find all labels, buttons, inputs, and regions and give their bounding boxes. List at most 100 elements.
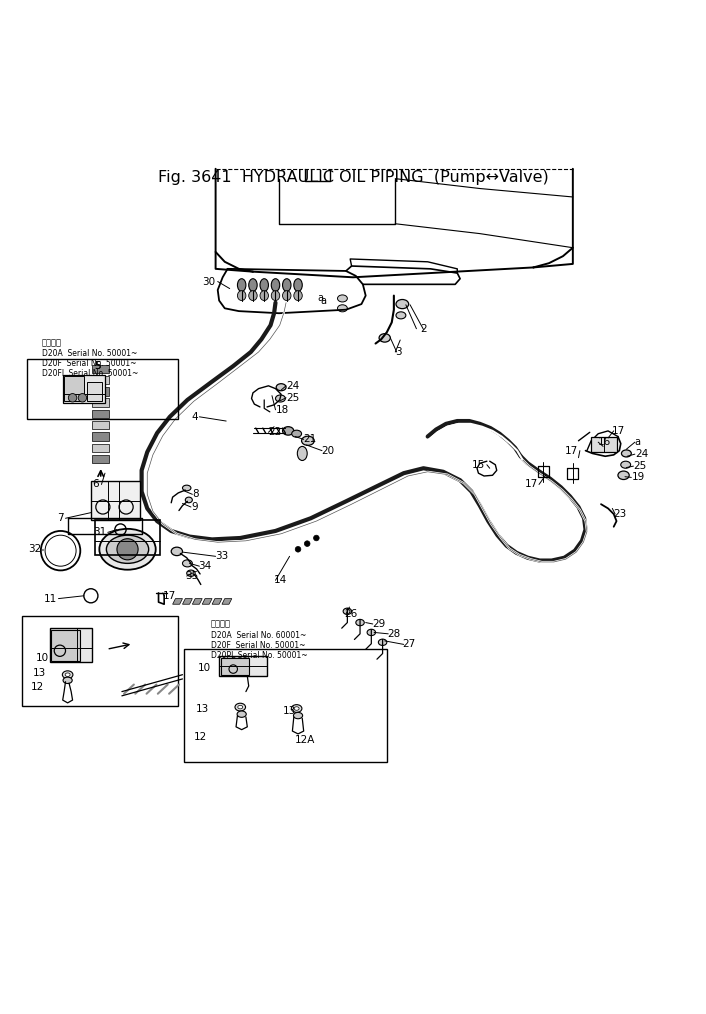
Text: 2: 2 (420, 324, 426, 335)
Bar (87, 381, 102, 402)
Circle shape (117, 538, 138, 560)
Ellipse shape (301, 436, 314, 445)
Text: 17: 17 (525, 480, 537, 490)
Ellipse shape (260, 291, 268, 300)
Circle shape (68, 393, 77, 402)
Ellipse shape (618, 472, 629, 480)
Bar (92, 455, 109, 463)
Text: 8: 8 (192, 490, 199, 499)
Text: 3: 3 (395, 347, 402, 357)
Text: 10: 10 (35, 653, 49, 663)
Text: 31: 31 (93, 527, 107, 537)
Ellipse shape (271, 291, 280, 300)
Text: D20F  Serial No. 50001~: D20F Serial No. 50001~ (42, 359, 136, 368)
Text: 7: 7 (57, 513, 64, 523)
Text: a: a (317, 293, 323, 303)
Text: 17: 17 (612, 426, 626, 436)
Polygon shape (173, 598, 182, 604)
Ellipse shape (337, 295, 347, 302)
Ellipse shape (282, 279, 291, 291)
Text: 12: 12 (31, 682, 44, 693)
Text: 35: 35 (185, 571, 198, 581)
Ellipse shape (294, 279, 302, 291)
Text: 33: 33 (215, 552, 229, 562)
Ellipse shape (260, 279, 268, 291)
Text: D20A  Serial No. 50001~: D20A Serial No. 50001~ (42, 349, 137, 358)
Text: 23: 23 (614, 509, 627, 519)
Text: 18: 18 (275, 405, 289, 415)
Text: 6: 6 (92, 480, 100, 490)
Circle shape (295, 547, 301, 552)
Text: 5: 5 (95, 361, 101, 371)
Polygon shape (222, 598, 232, 604)
Text: Fig. 3641  HYDRAULIC OIL PIPING  (Pump↔Valve): Fig. 3641 HYDRAULIC OIL PIPING (Pump↔Val… (157, 170, 549, 186)
Text: 9: 9 (191, 502, 198, 512)
Text: D20F  Serial No. 50001~: D20F Serial No. 50001~ (210, 641, 305, 650)
Ellipse shape (237, 711, 246, 717)
Bar (92, 365, 109, 373)
Bar (28, 359, 178, 419)
Text: D20FL Serial No. 50001~: D20FL Serial No. 50001~ (42, 369, 138, 378)
Bar (50, 629, 92, 662)
Polygon shape (202, 598, 212, 604)
Bar (591, 437, 616, 452)
Ellipse shape (294, 707, 299, 710)
Text: 10: 10 (198, 663, 211, 672)
Ellipse shape (356, 620, 364, 626)
Ellipse shape (343, 608, 352, 614)
Text: 16: 16 (598, 437, 611, 447)
Text: 26: 26 (345, 609, 358, 620)
Ellipse shape (378, 639, 387, 646)
Bar (92, 376, 109, 384)
Bar (91, 481, 140, 520)
Text: 30: 30 (203, 277, 215, 287)
Circle shape (304, 540, 310, 547)
Bar (92, 432, 109, 441)
Ellipse shape (282, 291, 291, 300)
Ellipse shape (297, 446, 307, 460)
Ellipse shape (621, 450, 631, 457)
Circle shape (313, 535, 319, 540)
Ellipse shape (185, 497, 192, 503)
Text: 32: 32 (28, 545, 42, 555)
Bar (220, 658, 249, 674)
Text: 21: 21 (304, 434, 317, 444)
Text: 14: 14 (274, 575, 287, 585)
Ellipse shape (337, 305, 347, 312)
Bar (95, 520, 160, 555)
Text: 4: 4 (191, 412, 198, 422)
Ellipse shape (65, 673, 70, 676)
Ellipse shape (182, 560, 192, 567)
Text: 適用号機: 適用号機 (210, 620, 231, 629)
Text: 22: 22 (268, 427, 282, 437)
Ellipse shape (62, 671, 73, 678)
Bar (22, 617, 178, 706)
Ellipse shape (172, 548, 182, 556)
Text: 24: 24 (286, 381, 299, 390)
Text: 5: 5 (95, 361, 101, 371)
Text: 29: 29 (372, 619, 385, 629)
Bar (64, 376, 84, 402)
Ellipse shape (294, 713, 303, 719)
Text: 34: 34 (198, 561, 211, 571)
Ellipse shape (621, 461, 630, 468)
Bar (92, 421, 109, 430)
Text: 19: 19 (631, 473, 645, 483)
Bar (92, 387, 109, 395)
Ellipse shape (238, 706, 243, 709)
Text: 12A: 12A (295, 734, 316, 744)
Polygon shape (192, 598, 202, 604)
Bar (52, 630, 80, 660)
Bar (92, 399, 109, 407)
Polygon shape (182, 598, 192, 604)
Text: 13: 13 (196, 704, 209, 714)
Polygon shape (212, 598, 222, 604)
Ellipse shape (100, 529, 156, 570)
Circle shape (78, 393, 87, 402)
Ellipse shape (379, 334, 390, 342)
Text: 25: 25 (286, 392, 299, 403)
Ellipse shape (182, 485, 191, 491)
Ellipse shape (237, 291, 246, 300)
Text: a: a (321, 295, 326, 305)
Ellipse shape (237, 279, 246, 291)
